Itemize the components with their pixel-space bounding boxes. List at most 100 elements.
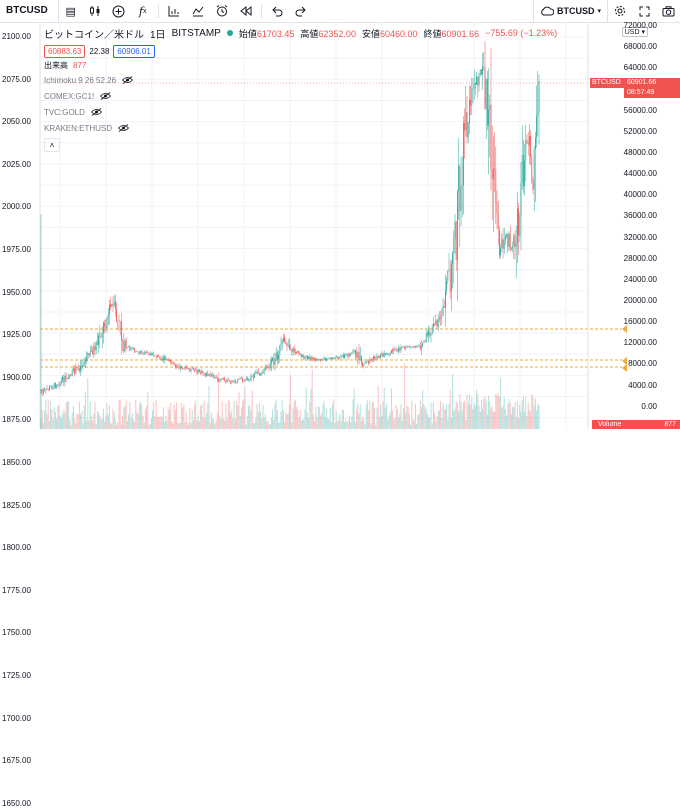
volume-legend-row[interactable]: 出来高 877 bbox=[44, 58, 557, 72]
candle-body bbox=[500, 247, 501, 256]
currency-select[interactable]: USD ▾ bbox=[621, 27, 648, 37]
indicator-row[interactable]: Ichimoku 9 26 52 26 bbox=[44, 72, 557, 88]
candle-body bbox=[99, 335, 101, 338]
add-indicator-icon[interactable] bbox=[107, 0, 131, 22]
candle-body bbox=[232, 380, 234, 383]
volume-bar bbox=[159, 416, 161, 429]
volume-bar bbox=[245, 424, 247, 429]
candle-body bbox=[412, 346, 414, 348]
compare-icon[interactable]: ▤ bbox=[65, 5, 76, 18]
volume-bar bbox=[233, 400, 235, 429]
price-chart[interactable] bbox=[0, 22, 680, 429]
candle-body bbox=[501, 239, 503, 248]
volume-bar bbox=[510, 414, 512, 429]
volume-bar bbox=[189, 407, 191, 429]
chart-legend: ビットコイン／米ドル 1日 BITSTAMP 始値61703.45 高値6235… bbox=[44, 27, 557, 152]
candle-body bbox=[533, 149, 535, 190]
bar-chart-icon[interactable] bbox=[162, 0, 186, 22]
candle-body bbox=[62, 376, 63, 381]
candle-body bbox=[160, 358, 162, 360]
volume-bar bbox=[155, 399, 157, 429]
volume-bar bbox=[413, 420, 415, 429]
volume-bar bbox=[219, 415, 221, 429]
volume-bar bbox=[98, 412, 100, 429]
volume-bar bbox=[74, 418, 76, 429]
candle-body bbox=[458, 166, 459, 192]
gear-icon[interactable] bbox=[608, 0, 632, 22]
candle-body bbox=[146, 352, 147, 353]
candle-body bbox=[163, 358, 164, 360]
volume-bar bbox=[428, 417, 430, 429]
candle-body bbox=[320, 359, 321, 361]
layout-symbol-button[interactable]: BTCUSD ▾ bbox=[532, 0, 608, 22]
volume-bar bbox=[333, 399, 335, 429]
candle-body bbox=[358, 352, 360, 361]
line-templates-icon[interactable] bbox=[186, 0, 210, 22]
candle-body bbox=[371, 359, 373, 360]
volume-bar bbox=[508, 399, 510, 429]
volume-bar bbox=[411, 400, 413, 429]
candle-body bbox=[538, 80, 540, 112]
volume-bar bbox=[281, 400, 283, 429]
symbol-search-button[interactable]: BTCUSD bbox=[0, 0, 59, 22]
volume-bar bbox=[124, 406, 126, 429]
alert-clock-icon[interactable] bbox=[210, 0, 234, 22]
volume-bar bbox=[221, 401, 223, 429]
eye-hidden-icon[interactable] bbox=[118, 124, 130, 132]
redo-icon[interactable] bbox=[289, 0, 313, 22]
candle-body bbox=[333, 357, 335, 359]
camera-icon[interactable] bbox=[656, 0, 680, 22]
candle-body bbox=[215, 377, 217, 378]
volume-bar bbox=[148, 424, 150, 429]
toolbar-divider bbox=[260, 4, 262, 18]
candle-body bbox=[182, 368, 183, 369]
candle-body bbox=[433, 323, 434, 327]
volume-bar bbox=[69, 419, 71, 429]
volume-bar bbox=[341, 410, 343, 429]
replay-icon[interactable] bbox=[234, 0, 258, 22]
right-axis-tick: 32000.00 bbox=[623, 232, 657, 242]
candle-body bbox=[111, 304, 113, 307]
volume-bar bbox=[231, 409, 233, 429]
indicator-row[interactable]: COMEX:GC1! bbox=[44, 88, 557, 104]
eye-hidden-icon[interactable] bbox=[100, 92, 112, 100]
volume-bar bbox=[434, 412, 436, 429]
undo-icon[interactable] bbox=[265, 0, 289, 22]
volume-bar bbox=[251, 390, 253, 429]
volume-bar bbox=[406, 405, 408, 429]
last-price-value: 60901.66 bbox=[627, 79, 657, 86]
volume-bar bbox=[450, 417, 452, 429]
candle-body bbox=[59, 382, 61, 386]
buy-button[interactable]: 60906.01 bbox=[113, 44, 155, 58]
eye-hidden-icon[interactable] bbox=[122, 76, 134, 84]
candle-body bbox=[297, 351, 299, 354]
candle-body bbox=[57, 384, 59, 386]
volume-bar bbox=[164, 422, 166, 429]
volume-bar bbox=[423, 404, 425, 429]
legend-main-row[interactable]: ビットコイン／米ドル 1日 BITSTAMP 始値61703.45 高値6235… bbox=[44, 27, 557, 41]
collapse-legend-button[interactable]: ˄ bbox=[44, 138, 60, 152]
eye-hidden-icon[interactable] bbox=[90, 108, 102, 116]
candle-body bbox=[418, 345, 420, 347]
sell-button[interactable]: 60883.63 bbox=[44, 44, 86, 58]
candle-body bbox=[525, 140, 527, 161]
candle-body bbox=[280, 343, 282, 346]
volume-bar bbox=[244, 386, 246, 429]
candle-body bbox=[349, 354, 350, 357]
indicator-row[interactable]: TVC:GOLD bbox=[44, 104, 557, 120]
volume-bar bbox=[431, 423, 433, 429]
indicator-row[interactable]: KRAKEN:ETHUSD bbox=[44, 120, 557, 136]
volume-bar bbox=[137, 413, 139, 429]
volume-bar bbox=[479, 411, 481, 429]
candle-body bbox=[106, 318, 108, 328]
candle-body bbox=[509, 233, 511, 249]
volume-bar bbox=[173, 404, 175, 429]
candlestick-icon[interactable] bbox=[83, 0, 107, 22]
candle-body bbox=[243, 380, 245, 382]
volume-bar bbox=[65, 402, 67, 429]
volume-bar bbox=[66, 401, 68, 429]
fullscreen-icon[interactable] bbox=[632, 0, 656, 22]
left-axis-tick: 2100.00 bbox=[2, 32, 31, 41]
volume-bar bbox=[340, 421, 342, 429]
